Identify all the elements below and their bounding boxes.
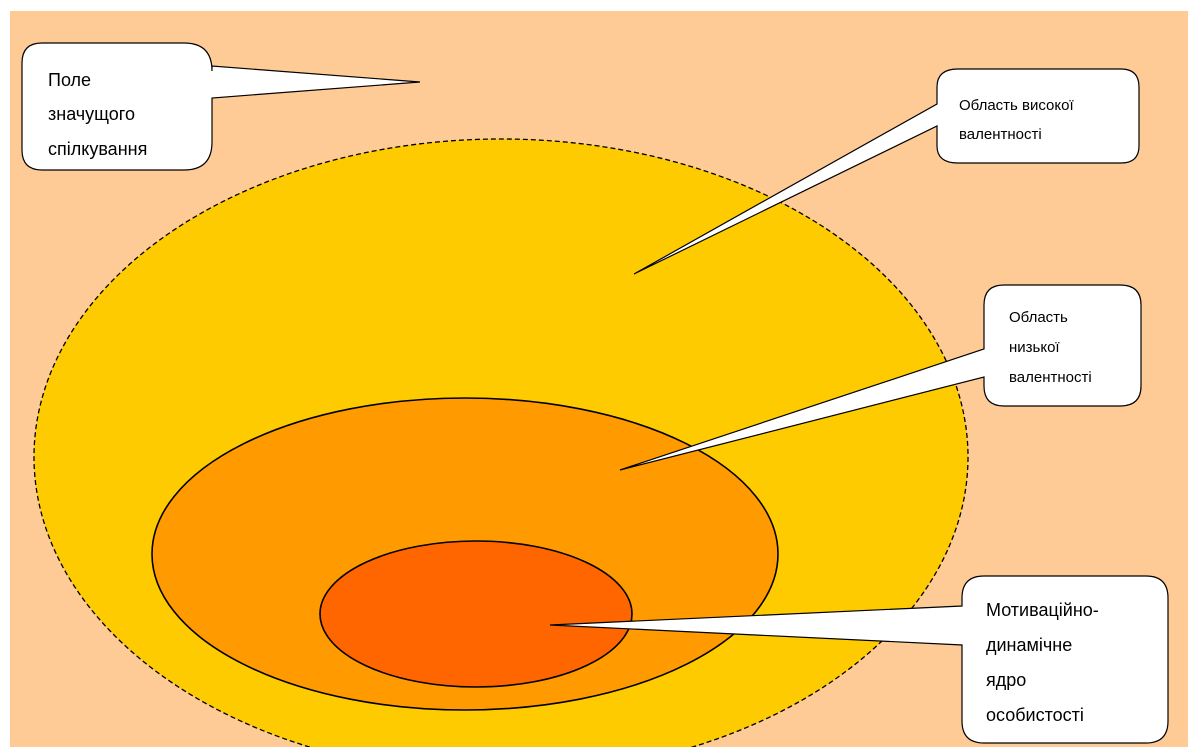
callout-low-line2: низької bbox=[1009, 339, 1060, 356]
callout-low-text: Область низької валентності bbox=[1009, 309, 1092, 386]
callout-high: Область високої валентності bbox=[633, 68, 1140, 275]
callout-low-line3: валентності bbox=[1009, 369, 1092, 386]
callout-high-text: Область високої валентності bbox=[959, 97, 1078, 143]
callout-core: Мотиваційно- динамічне ядро особистості bbox=[549, 575, 1169, 744]
callout-high-line1: Область високої bbox=[959, 97, 1074, 114]
callout-field-line3: спілкування bbox=[48, 139, 147, 159]
callout-low: Область низької валентності bbox=[619, 284, 1142, 471]
callout-core-line3: ядро bbox=[986, 670, 1026, 690]
callout-core-line2: динамічне bbox=[986, 635, 1072, 655]
callout-high-line2: валентності bbox=[959, 126, 1042, 143]
callout-field-line1: Поле bbox=[48, 70, 91, 90]
callout-core-line1: Мотиваційно- bbox=[986, 600, 1099, 620]
callout-field-line2: значущого bbox=[48, 104, 135, 124]
callout-core-text: Мотиваційно- динамічне ядро особистості bbox=[986, 600, 1104, 725]
callout-low-line1: Область bbox=[1009, 309, 1068, 326]
callout-field-text: Поле значущого спілкування bbox=[48, 70, 147, 159]
callout-field: Поле значущого спілкування bbox=[21, 42, 421, 171]
core-region bbox=[319, 540, 633, 688]
callout-core-line4: особистості bbox=[986, 705, 1084, 725]
